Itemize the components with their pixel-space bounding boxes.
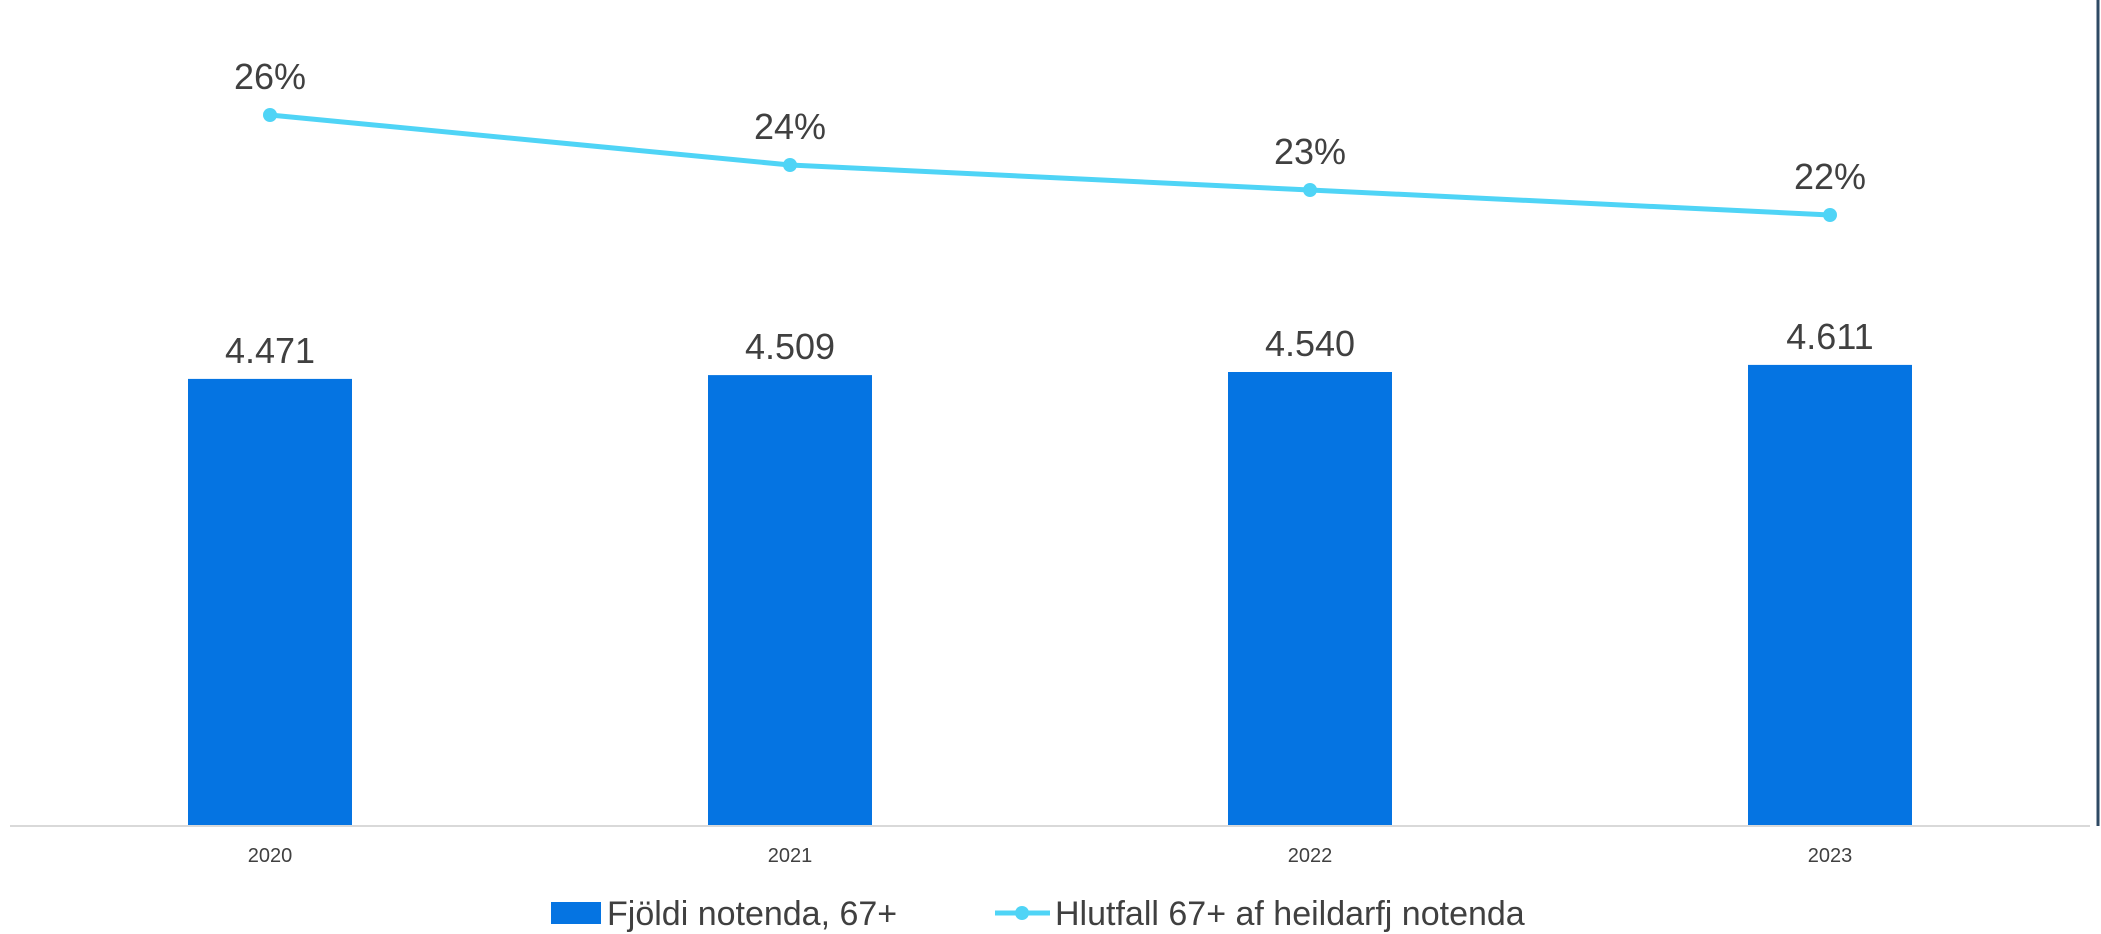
line-point-2021 bbox=[783, 158, 797, 172]
bar-2023 bbox=[1748, 364, 1912, 826]
line-value-label-2022: 23% bbox=[1274, 131, 1346, 172]
x-tick-label-2020: 2020 bbox=[248, 845, 293, 867]
line-point-2023 bbox=[1823, 208, 1837, 222]
x-axis-ticks: 2020 2021 2022 2023 bbox=[248, 845, 1853, 867]
bar-2020 bbox=[188, 378, 352, 826]
line-point-2022 bbox=[1303, 183, 1317, 197]
legend-swatch-marker bbox=[1015, 906, 1029, 920]
ratio-line bbox=[269, 112, 1831, 218]
legend-label-bar: Fjöldi notenda, 67+ bbox=[607, 895, 897, 933]
bar-2021 bbox=[708, 375, 872, 826]
bar-value-label-2022: 4.540 bbox=[1265, 323, 1355, 364]
line-value-label-2021: 24% bbox=[754, 106, 826, 147]
x-tick-label-2021: 2021 bbox=[768, 845, 813, 867]
bar-value-label-2023: 4.611 bbox=[1786, 316, 1873, 357]
legend-label-line: Hlutfall 67+ af heildarfj notenda bbox=[1055, 895, 1525, 933]
line-point-2020 bbox=[263, 108, 277, 122]
legend-swatch-bar bbox=[551, 902, 601, 924]
bar-value-label-2020: 4.471 bbox=[225, 330, 315, 371]
x-tick-label-2022: 2022 bbox=[1288, 845, 1333, 867]
x-tick-label-2023: 2023 bbox=[1808, 845, 1853, 867]
line-series: 26% 24% 23% 22% bbox=[234, 56, 1866, 222]
bar-series: 4.471 4.509 4.540 4.611 bbox=[188, 316, 1912, 826]
line-value-label-2023: 22% bbox=[1794, 156, 1866, 197]
bar-value-label-2021: 4.509 bbox=[745, 326, 835, 367]
legend: Fjöldi notenda, 67+ Hlutfall 67+ af heil… bbox=[551, 895, 1525, 933]
bar-2022 bbox=[1228, 372, 1392, 826]
line-value-label-2020: 26% bbox=[234, 56, 306, 97]
